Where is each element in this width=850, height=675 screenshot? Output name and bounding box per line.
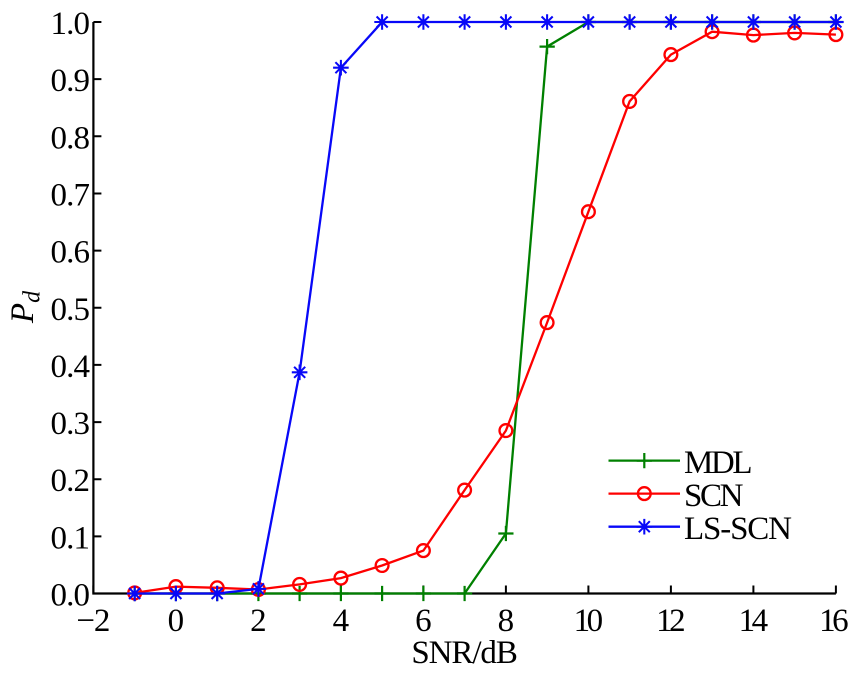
svg-text:0: 0: [168, 603, 185, 639]
svg-text:0.1: 0.1: [51, 520, 91, 556]
svg-text:6: 6: [415, 603, 432, 639]
svg-text:2: 2: [250, 603, 267, 639]
svg-text:8: 8: [498, 603, 515, 639]
svg-text:−2: −2: [76, 603, 110, 639]
svg-text:0.0: 0.0: [51, 578, 91, 614]
svg-text:12: 12: [656, 603, 686, 639]
svg-text:SCN: SCN: [684, 478, 744, 514]
svg-text:0.6: 0.6: [51, 235, 91, 271]
svg-text:0.8: 0.8: [51, 120, 91, 156]
svg-text:0.4: 0.4: [51, 349, 91, 385]
svg-text:0.7: 0.7: [51, 178, 91, 214]
svg-text:0.3: 0.3: [51, 406, 91, 442]
svg-text:0.5: 0.5: [51, 292, 91, 328]
svg-text:4: 4: [333, 603, 350, 639]
svg-text:1.0: 1.0: [51, 6, 91, 42]
svg-text:14: 14: [739, 603, 769, 639]
svg-text:SNR/dB: SNR/dB: [411, 635, 517, 671]
svg-text:MDL: MDL: [684, 445, 753, 481]
svg-text:10: 10: [574, 603, 604, 639]
svg-text:0.9: 0.9: [51, 63, 91, 99]
svg-text:0.2: 0.2: [51, 463, 91, 499]
svg-text:LS-SCN: LS-SCN: [684, 511, 792, 547]
svg-text:16: 16: [819, 603, 849, 639]
